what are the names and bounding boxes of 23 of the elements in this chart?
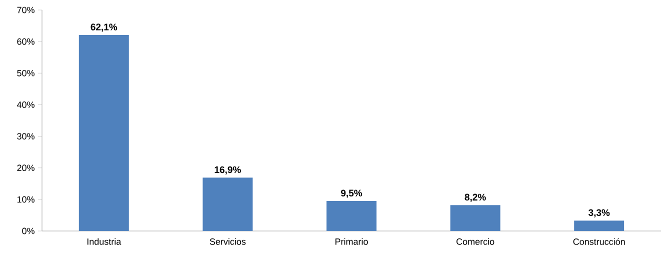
x-tick-label: Primario [335,238,368,245]
bar [78,34,129,231]
data-label: 8,2% [464,194,486,202]
x-tick-label: Industria [87,238,122,245]
y-tick-label: 10% [17,196,34,203]
y-tick-label: 60% [17,38,34,45]
y-tick-label: 30% [17,133,34,140]
bar [574,220,624,231]
bar [450,205,500,231]
y-tick-label: 40% [16,102,34,108]
y-tick-label: 50% [17,70,34,76]
data-label: 62,1% [90,24,118,32]
y-tick-label: 20% [17,164,34,172]
x-tick-label: Servicios [210,238,246,245]
data-label: 9,5% [341,190,362,198]
data-label: 3,3% [588,209,610,218]
y-tick-label: 0% [22,228,34,234]
x-tick-label: Comercio [456,238,494,245]
bar [202,178,253,231]
y-tick-label: 70% [17,6,34,14]
data-label: 16,9% [214,166,241,174]
x-tick-label: Construcción [573,238,625,245]
bar [326,201,376,231]
